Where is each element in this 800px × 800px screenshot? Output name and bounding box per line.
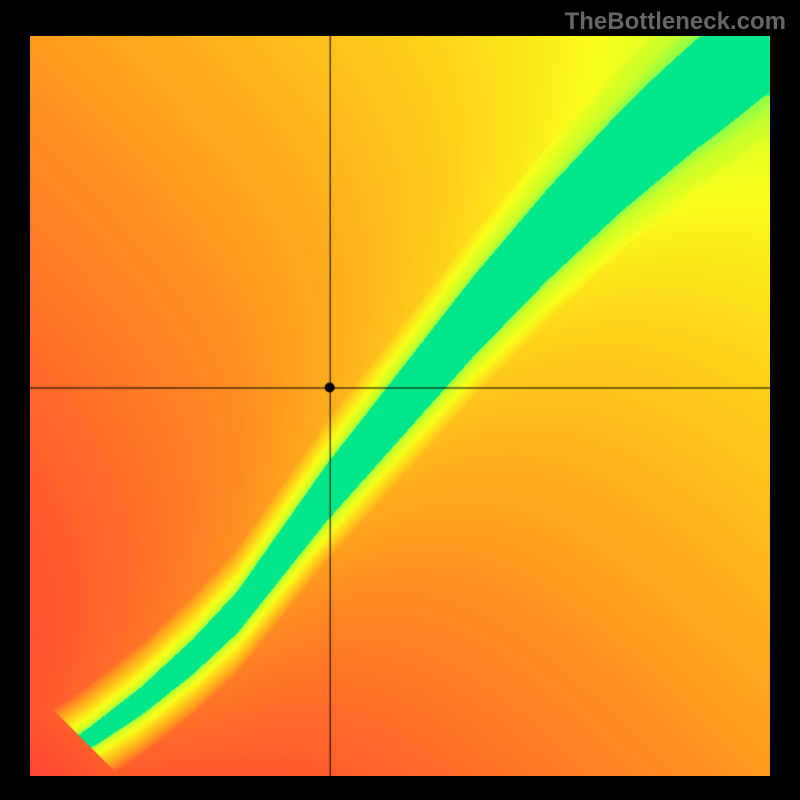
- heatmap-plot: [30, 36, 770, 776]
- watermark-text: TheBottleneck.com: [565, 8, 786, 36]
- chart-container: TheBottleneck.com: [0, 0, 800, 800]
- heatmap-canvas: [30, 36, 770, 776]
